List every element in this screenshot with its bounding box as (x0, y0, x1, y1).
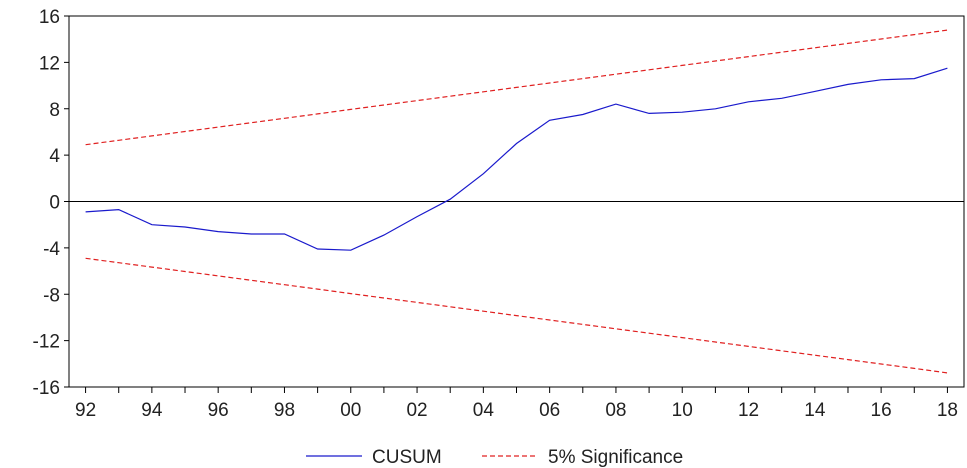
x-tick-label: 92 (75, 400, 96, 421)
x-tick-label: 08 (605, 400, 626, 421)
x-tick-label: 16 (871, 400, 892, 421)
y-tick-label: 0 (49, 193, 60, 214)
y-axis: 16 12 8 4 0 -4 -8 -12 -16 (33, 7, 69, 399)
x-tick-label: 10 (672, 400, 693, 421)
legend: CUSUM 5% Significance (306, 447, 683, 468)
y-tick-label: -12 (33, 332, 60, 353)
x-tick-label: 98 (274, 400, 295, 421)
x-tick-label: 12 (738, 400, 759, 421)
x-tick-label: 94 (141, 400, 163, 421)
upper-significance-line (85, 29, 948, 146)
y-tick-label: 4 (49, 146, 60, 167)
lower-significance-line (85, 257, 948, 374)
x-tick-label: 02 (406, 400, 427, 421)
y-tick-label: 16 (39, 7, 60, 28)
legend-label: 5% Significance (548, 447, 683, 468)
series-layer (85, 29, 948, 374)
y-tick-label: 8 (49, 100, 60, 121)
x-axis: 92 94 96 98 00 02 04 06 08 10 12 14 16 18 (75, 387, 958, 421)
y-tick-label: -16 (33, 378, 60, 399)
y-tick-label: -4 (43, 239, 60, 260)
y-tick-label: 12 (39, 53, 60, 74)
y-tick-label: -8 (43, 285, 60, 306)
legend-label: CUSUM (372, 447, 442, 468)
x-tick-label: 04 (473, 400, 495, 421)
x-tick-label: 96 (208, 400, 229, 421)
x-tick-label: 18 (937, 400, 958, 421)
x-tick-label: 14 (804, 400, 826, 421)
x-tick-label: 06 (539, 400, 560, 421)
cusum-line (85, 67, 948, 251)
x-tick-label: 00 (340, 400, 361, 421)
